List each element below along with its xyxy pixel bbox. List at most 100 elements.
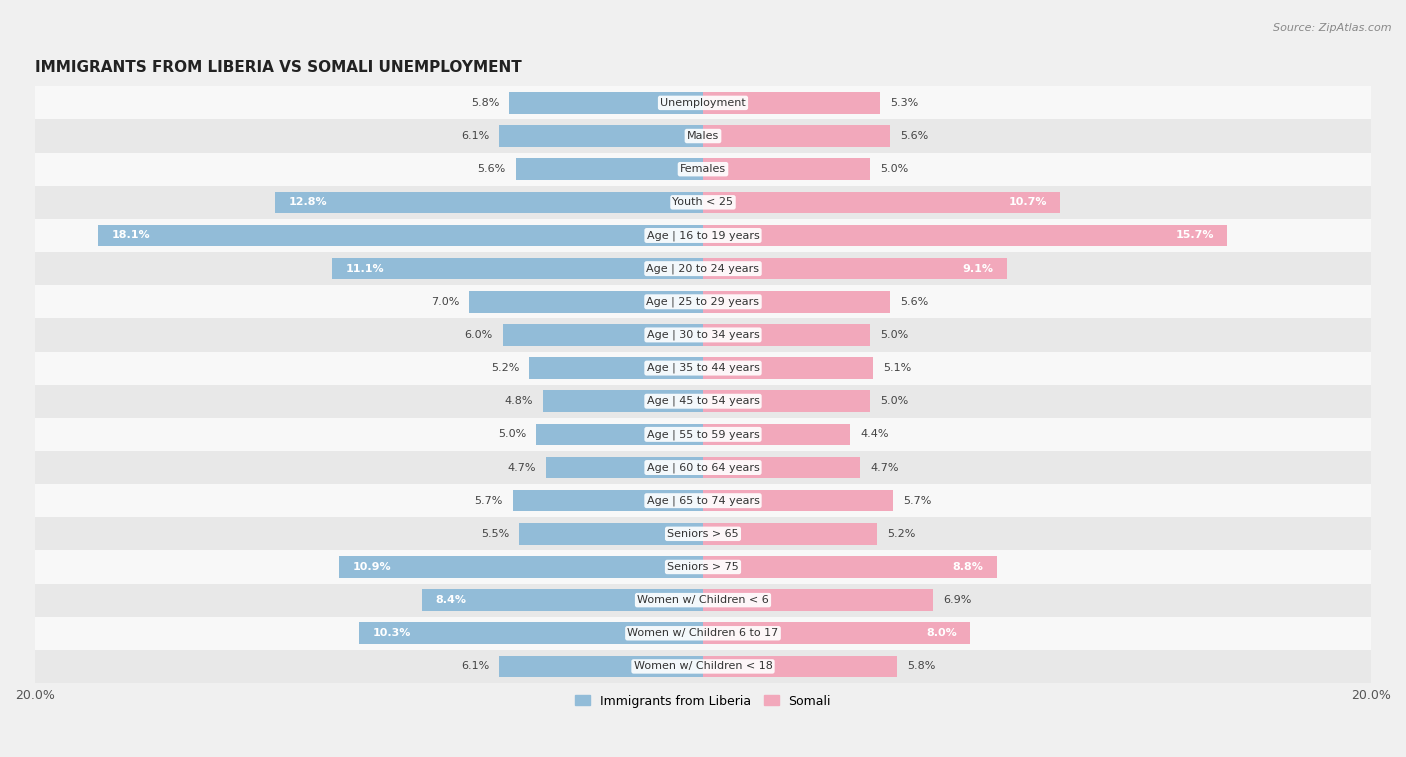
Text: Age | 60 to 64 years: Age | 60 to 64 years xyxy=(647,463,759,473)
Text: Age | 25 to 29 years: Age | 25 to 29 years xyxy=(647,297,759,307)
Bar xyxy=(35,285,1371,319)
Text: Seniors > 65: Seniors > 65 xyxy=(668,529,738,539)
Bar xyxy=(703,158,870,180)
Bar xyxy=(703,622,970,644)
Text: 5.6%: 5.6% xyxy=(900,131,928,141)
Text: 5.7%: 5.7% xyxy=(904,496,932,506)
Text: Age | 45 to 54 years: Age | 45 to 54 years xyxy=(647,396,759,407)
Text: 5.2%: 5.2% xyxy=(491,363,519,373)
Bar xyxy=(703,391,870,412)
Bar xyxy=(703,192,1060,213)
Bar xyxy=(703,324,870,346)
Bar xyxy=(35,517,1371,550)
Text: 6.9%: 6.9% xyxy=(943,595,972,605)
Bar xyxy=(536,424,703,445)
Bar xyxy=(543,391,703,412)
Bar xyxy=(502,324,703,346)
Text: 18.1%: 18.1% xyxy=(111,230,150,241)
Bar xyxy=(703,258,1007,279)
Bar xyxy=(359,622,703,644)
Text: 15.7%: 15.7% xyxy=(1175,230,1213,241)
Text: 6.0%: 6.0% xyxy=(464,330,492,340)
Bar xyxy=(470,291,703,313)
Text: Women w/ Children 6 to 17: Women w/ Children 6 to 17 xyxy=(627,628,779,638)
Text: Females: Females xyxy=(681,164,725,174)
Bar xyxy=(529,357,703,378)
Text: 10.7%: 10.7% xyxy=(1008,198,1047,207)
Bar xyxy=(546,456,703,478)
Bar xyxy=(35,252,1371,285)
Text: Age | 55 to 59 years: Age | 55 to 59 years xyxy=(647,429,759,440)
Bar xyxy=(35,219,1371,252)
Text: 5.5%: 5.5% xyxy=(481,529,509,539)
Text: 12.8%: 12.8% xyxy=(288,198,328,207)
Text: 5.7%: 5.7% xyxy=(474,496,502,506)
Text: 8.8%: 8.8% xyxy=(953,562,984,572)
Bar xyxy=(35,617,1371,650)
Text: Women w/ Children < 6: Women w/ Children < 6 xyxy=(637,595,769,605)
Bar xyxy=(35,550,1371,584)
Text: 4.7%: 4.7% xyxy=(870,463,898,472)
Bar xyxy=(519,523,703,544)
Text: 5.6%: 5.6% xyxy=(478,164,506,174)
Text: 5.0%: 5.0% xyxy=(880,330,908,340)
Text: 8.4%: 8.4% xyxy=(436,595,467,605)
Text: 11.1%: 11.1% xyxy=(346,263,384,273)
Text: 5.0%: 5.0% xyxy=(498,429,526,439)
Text: 10.3%: 10.3% xyxy=(373,628,411,638)
Text: Age | 20 to 24 years: Age | 20 to 24 years xyxy=(647,263,759,274)
Text: 6.1%: 6.1% xyxy=(461,662,489,671)
Bar xyxy=(35,120,1371,153)
Text: Youth < 25: Youth < 25 xyxy=(672,198,734,207)
Bar xyxy=(339,556,703,578)
Text: 5.2%: 5.2% xyxy=(887,529,915,539)
Bar xyxy=(276,192,703,213)
Bar xyxy=(35,319,1371,351)
Text: 5.6%: 5.6% xyxy=(900,297,928,307)
Text: 9.1%: 9.1% xyxy=(963,263,994,273)
Bar xyxy=(703,556,997,578)
Legend: Immigrants from Liberia, Somali: Immigrants from Liberia, Somali xyxy=(569,690,837,712)
Text: 5.0%: 5.0% xyxy=(880,396,908,407)
Text: Age | 65 to 74 years: Age | 65 to 74 years xyxy=(647,495,759,506)
Bar xyxy=(35,484,1371,517)
Bar xyxy=(499,656,703,678)
Bar xyxy=(35,584,1371,617)
Bar xyxy=(509,92,703,114)
Bar xyxy=(513,490,703,512)
Bar xyxy=(703,125,890,147)
Text: Age | 16 to 19 years: Age | 16 to 19 years xyxy=(647,230,759,241)
Text: Males: Males xyxy=(688,131,718,141)
Bar xyxy=(703,523,877,544)
Bar xyxy=(332,258,703,279)
Text: 4.7%: 4.7% xyxy=(508,463,536,472)
Text: 6.1%: 6.1% xyxy=(461,131,489,141)
Text: 5.1%: 5.1% xyxy=(883,363,911,373)
Text: Women w/ Children < 18: Women w/ Children < 18 xyxy=(634,662,772,671)
Bar xyxy=(516,158,703,180)
Bar xyxy=(35,418,1371,451)
Text: 5.8%: 5.8% xyxy=(471,98,499,108)
Bar xyxy=(98,225,703,246)
Text: 5.0%: 5.0% xyxy=(880,164,908,174)
Text: Age | 30 to 34 years: Age | 30 to 34 years xyxy=(647,330,759,340)
Bar xyxy=(35,351,1371,385)
Bar xyxy=(35,650,1371,683)
Text: Source: ZipAtlas.com: Source: ZipAtlas.com xyxy=(1274,23,1392,33)
Bar xyxy=(703,357,873,378)
Bar xyxy=(703,456,860,478)
Text: Age | 35 to 44 years: Age | 35 to 44 years xyxy=(647,363,759,373)
Text: 5.8%: 5.8% xyxy=(907,662,935,671)
Text: 4.4%: 4.4% xyxy=(860,429,889,439)
Bar xyxy=(703,490,893,512)
Bar xyxy=(703,92,880,114)
Bar xyxy=(703,590,934,611)
Text: IMMIGRANTS FROM LIBERIA VS SOMALI UNEMPLOYMENT: IMMIGRANTS FROM LIBERIA VS SOMALI UNEMPL… xyxy=(35,61,522,76)
Text: 8.0%: 8.0% xyxy=(927,628,957,638)
Text: Seniors > 75: Seniors > 75 xyxy=(666,562,740,572)
Bar xyxy=(35,86,1371,120)
Text: 5.3%: 5.3% xyxy=(890,98,918,108)
Bar xyxy=(703,656,897,678)
Text: 10.9%: 10.9% xyxy=(353,562,391,572)
Bar xyxy=(35,185,1371,219)
